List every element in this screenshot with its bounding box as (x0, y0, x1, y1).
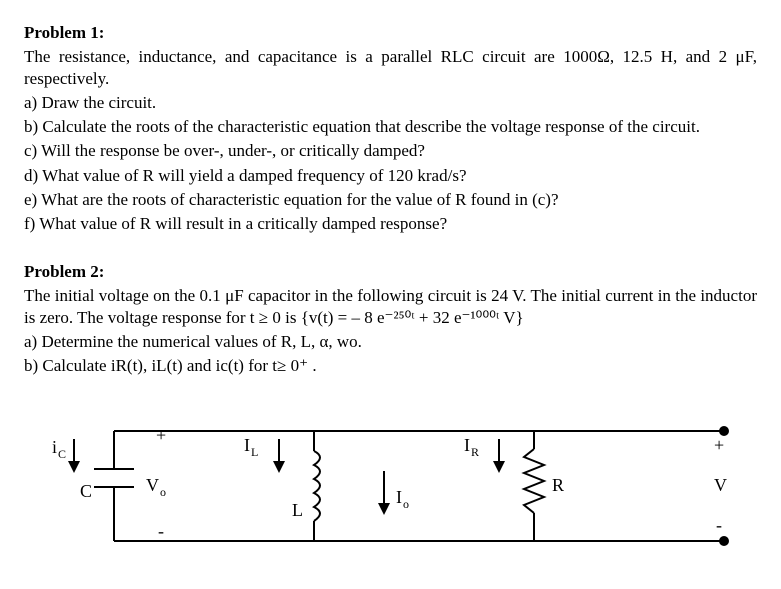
problem1-d: d) What value of R will yield a damped f… (24, 165, 757, 187)
label-plus1: + (156, 425, 166, 445)
label-iL-sub: L (251, 445, 258, 459)
label-ic-sub: C (58, 447, 66, 461)
svg-text:IR: IR (464, 435, 479, 459)
problem2-heading: Problem 2: (24, 261, 757, 283)
problem1-f: f) What value of R will result in a crit… (24, 213, 757, 235)
label-iR: I (464, 435, 470, 455)
svg-text:IL: IL (244, 435, 258, 459)
problem1-a: a) Draw the circuit. (24, 92, 757, 114)
svg-text:Io: Io (396, 487, 409, 511)
problem1-c: c) Will the response be over-, under-, o… (24, 140, 757, 162)
problem1-b-text: b) Calculate the roots of the characteri… (24, 117, 700, 136)
problem1-heading: Problem 1: (24, 22, 757, 44)
label-C: C (80, 481, 92, 501)
problem1-intro: The resistance, inductance, and capacita… (24, 46, 757, 90)
label-R: R (552, 475, 564, 495)
label-V: V (714, 475, 727, 495)
label-L: L (292, 500, 303, 520)
label-plus2: + (714, 435, 724, 455)
label-Vo: V (146, 475, 159, 495)
problem2-intro: The initial voltage on the 0.1 μF capaci… (24, 285, 757, 329)
problem2-b: b) Calculate iR(t), iL(t) and ic(t) for … (24, 355, 757, 377)
label-ic: i (52, 437, 57, 457)
label-minus1: - (158, 521, 164, 541)
problem1-e: e) What are the roots of characteristic … (24, 189, 757, 211)
svg-text:iC: iC (52, 437, 66, 461)
svg-text:Vo: Vo (146, 475, 166, 499)
label-iL: I (244, 435, 250, 455)
circuit-diagram: iC C + Vo - IL L Io IR R + V - (24, 391, 744, 571)
problem1-b: b) Calculate the roots of the characteri… (24, 116, 757, 138)
label-iR-sub: R (471, 445, 479, 459)
label-minus2: - (716, 515, 722, 535)
label-Vo-sub: o (160, 485, 166, 499)
label-Io-sub: o (403, 497, 409, 511)
problem2-a: a) Determine the numerical values of R, … (24, 331, 757, 353)
label-Io: I (396, 487, 402, 507)
